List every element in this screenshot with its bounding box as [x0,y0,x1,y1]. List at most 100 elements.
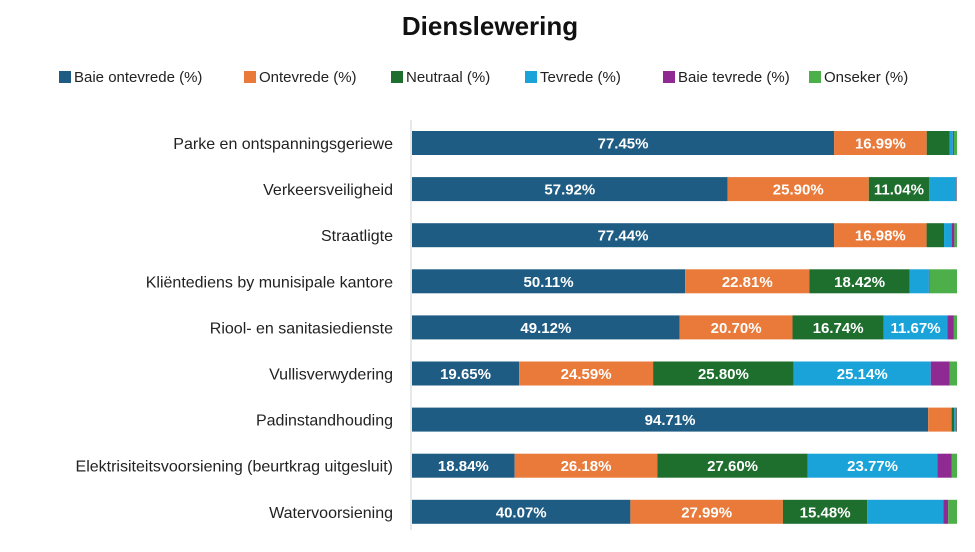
bar-segment [948,499,957,524]
bar-segment [944,223,952,248]
bar-segment [412,361,520,386]
data-label: 27.60% [707,458,758,475]
data-label: 15.48% [800,504,851,521]
data-label: 16.74% [813,320,864,337]
bar-segment [951,223,955,248]
bar-segment [954,223,957,248]
data-label: 77.44% [598,228,649,245]
bar-segment [412,177,728,202]
bar-segment [807,453,938,478]
legend-item-label: Neutraal (%) [406,69,490,86]
bar-segment [412,499,631,524]
bar-segment [793,361,931,386]
bar-segment [653,361,794,386]
bar-segment [412,453,515,478]
bar-segment [926,223,945,248]
legend-swatch [663,71,675,83]
legend-swatch [244,71,256,83]
category-label: Parke en ontspanningsgeriewe [173,136,393,153]
legend-swatch [59,71,71,83]
bar-segment [956,177,957,202]
data-label: 11.04% [874,182,924,199]
bar-segment [412,131,835,155]
data-label: 16.99% [855,136,906,153]
legend-swatch [391,71,403,83]
bar-segment [657,453,808,478]
category-label: Elektrisiteitsvoorsiening (beurtkrag uit… [76,459,393,476]
bar-segment [834,223,927,248]
legend-item-label: Ontevrede (%) [259,69,357,86]
category-label: Watervoorsiening [269,505,393,522]
data-label: 16.98% [855,228,906,245]
data-label: 18.42% [834,274,885,291]
legend-item-label: Onseker (%) [824,69,908,86]
data-label: 26.18% [561,458,612,475]
data-label: 25.90% [773,182,824,199]
bar-segment [630,499,783,524]
bar-segment [685,269,810,294]
chart-title: Dienslewering [402,11,578,41]
data-label: 25.80% [698,366,749,383]
bar-segment [952,131,954,155]
data-label: 27.99% [681,504,732,521]
bar-segment [727,177,869,202]
bar-segment [928,269,930,294]
legend-swatch [525,71,537,83]
data-label: 77.45% [598,136,649,153]
bar-segment [926,131,950,155]
data-label: 22.81% [722,274,773,291]
category-label: Verkeersveiligheid [263,182,393,199]
data-label: 49.12% [520,320,571,337]
category-label: Vullisverwydering [269,367,393,384]
bar-segment [834,131,927,155]
category-label: Straatligte [321,228,393,245]
bar-segment [953,315,957,340]
bar-segment [951,453,957,478]
bar-segment [943,499,949,524]
legend-item-label: Baie tevrede (%) [678,69,790,86]
bar-segment [951,407,955,432]
bar-segment [909,269,929,294]
category-label: Padinstandhouding [256,413,393,430]
bar-segment [929,269,957,294]
bar-segment [953,131,957,155]
category-labels: Parke en ontspanningsgeriewe Verkeersveil… [76,136,394,522]
bar-segment [867,499,944,524]
data-label: 94.71% [645,412,696,429]
bar-segment [883,315,948,340]
bar-segment [868,177,929,202]
data-label: 19.65% [440,366,491,383]
bar-segment [782,499,868,524]
bar-segment [928,407,952,432]
bar-segment [519,361,654,386]
bar-segment [514,453,658,478]
data-label: 50.11% [524,274,574,291]
bar-segment [809,269,910,294]
legend: Baie ontevrede (%) Ontevrede (%) Neutraal … [59,69,908,86]
data-label: 23.77% [847,458,898,475]
bar-segment [955,407,957,432]
legend-item-label: Baie ontevrede (%) [74,69,202,86]
data-label: 24.59% [561,366,612,383]
bar-segment [949,131,953,155]
legend-swatch [809,71,821,83]
category-label: Kliëntediens by munisipale kantore [146,274,393,291]
bar-segment [412,223,835,248]
category-label: Riool- en sanitasiedienste [210,320,393,337]
bar-segment [930,361,950,386]
data-label: 11.67% [891,320,941,337]
bar-segment [412,407,929,432]
bar-segment [954,407,956,432]
bar-segment [949,361,957,386]
bar-segment [792,315,884,340]
bar-segment [928,177,957,202]
bar-segment [412,269,686,294]
bar-segment [937,453,952,478]
bar-rows: 77.45% 16.99% 57.92% 25.90% 11.04% 77.44% 16.9… [412,131,957,524]
bar-segment [679,315,793,340]
data-label: 18.84% [438,458,489,475]
bar-segment [412,315,680,340]
legend-item-label: Tevrede (%) [540,69,621,86]
data-label: 57.92% [544,182,595,199]
data-label: 40.07% [496,504,547,521]
